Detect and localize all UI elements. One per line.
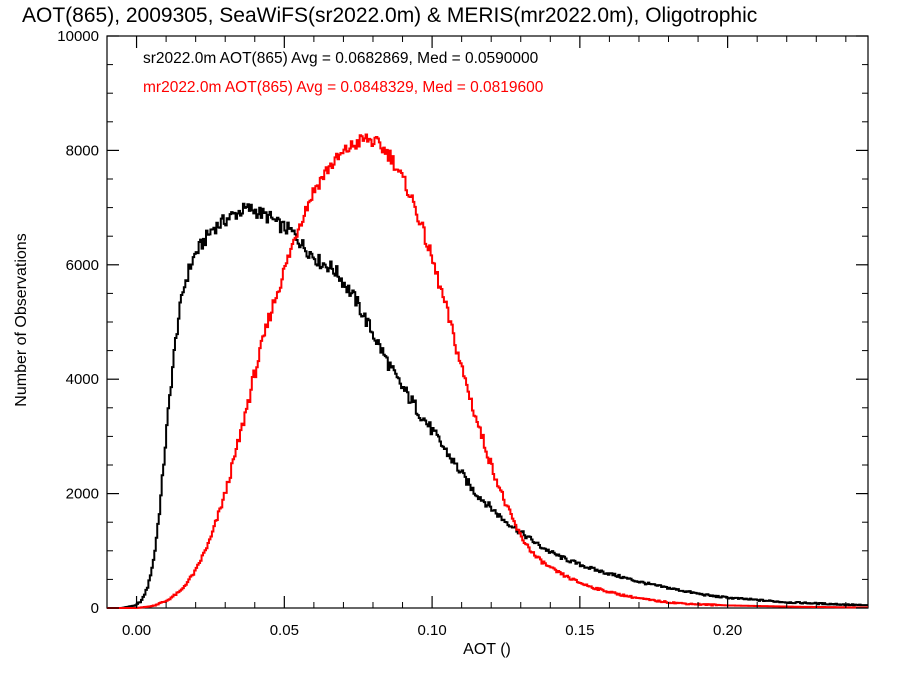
y-tick-label-1: 2000 xyxy=(66,486,99,503)
x-axis-label: AOT () xyxy=(463,641,511,658)
series-line-1 xyxy=(107,133,868,609)
y-tick-label-5: 10000 xyxy=(57,28,99,45)
x-axis-ticks: 0.00 0.05 0.10 0.15 0.20 xyxy=(122,36,847,639)
annotation-sr-stats: sr2022.0m AOT(865) Avg = 0.0682869, Med … xyxy=(143,50,539,67)
y-tick-label-3: 6000 xyxy=(66,257,99,274)
x-tick-label-1: 0.05 xyxy=(270,622,299,639)
y-tick-label-4: 8000 xyxy=(66,142,99,159)
series-layer xyxy=(107,133,868,609)
annotation-mr-stats: mr2022.0m AOT(865) Avg = 0.0848329, Med … xyxy=(143,79,544,96)
x-tick-label-2: 0.10 xyxy=(417,622,446,639)
x-tick-label-0: 0.00 xyxy=(122,622,151,639)
x-tick-label-3: 0.15 xyxy=(565,622,594,639)
y-tick-label-2: 4000 xyxy=(66,371,99,388)
chart-title: AOT(865), 2009305, SeaWiFS(sr2022.0m) & … xyxy=(22,4,757,27)
y-tick-label-0: 0 xyxy=(91,600,99,617)
plot-frame xyxy=(106,35,869,609)
y-axis-ticks: 0 2000 4000 6000 8000 10000 xyxy=(57,28,868,617)
y-axis-label: Number of Observations xyxy=(13,233,30,406)
series-line-0 xyxy=(107,202,868,609)
x-tick-label-4: 0.20 xyxy=(713,622,742,639)
